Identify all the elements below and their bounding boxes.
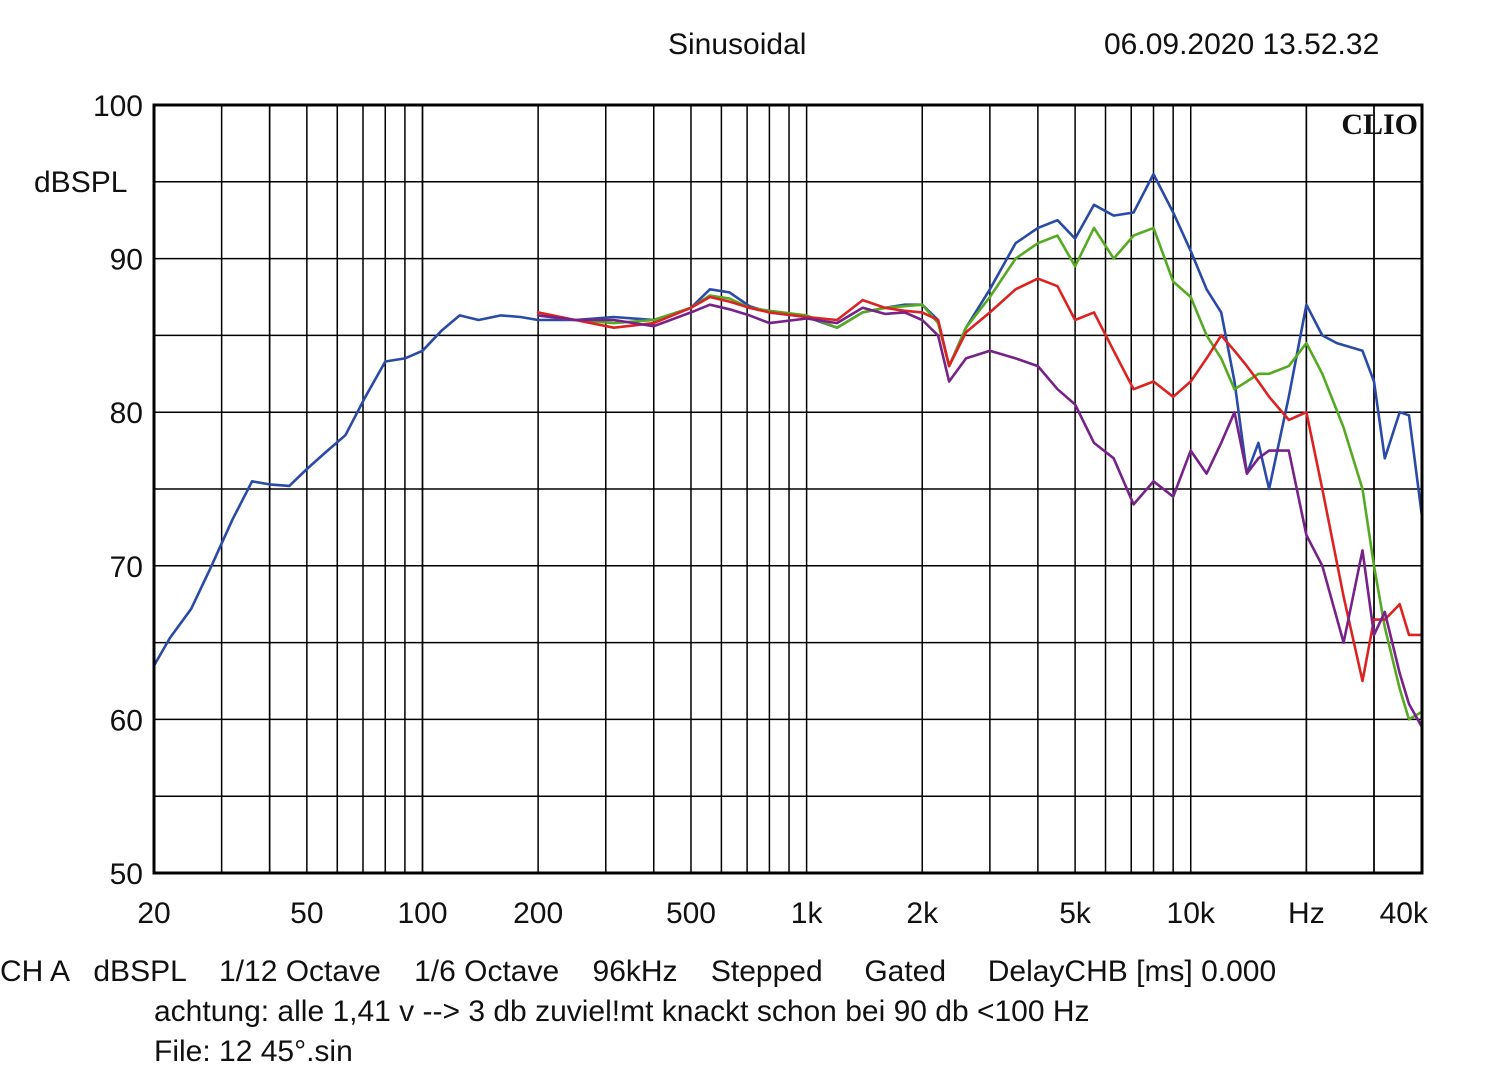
footer-file-line: File: 12 45°.sin bbox=[154, 1035, 353, 1068]
x-tick-label: 5k bbox=[1059, 897, 1092, 930]
x-tick-label: 500 bbox=[666, 897, 716, 930]
plot-frame bbox=[152, 103, 1424, 875]
y-tick-label: 90 bbox=[110, 244, 143, 277]
y-axis-ticks: 50 60 70 80 90 100 bbox=[93, 90, 143, 891]
series-line-3 bbox=[536, 277, 1424, 683]
measurement-timestamp: 06.09.2020 13.52.32 bbox=[1104, 28, 1380, 61]
x-tick-label: 2k bbox=[906, 897, 939, 930]
x-tick-label: Hz bbox=[1288, 897, 1325, 930]
y-tick-label: 70 bbox=[110, 551, 143, 584]
footer-settings-line: CH A dBSPL 1/12 Octave 1/6 Octave 96kHz … bbox=[0, 955, 1277, 988]
plot-grid bbox=[154, 105, 1422, 873]
x-tick-label: 40k bbox=[1380, 897, 1429, 930]
brand-logo: CLIO bbox=[1341, 108, 1418, 141]
y-tick-label: 50 bbox=[110, 858, 143, 891]
x-tick-label: 50 bbox=[290, 897, 323, 930]
series-line-4 bbox=[536, 303, 1424, 729]
y-tick-label: 80 bbox=[110, 397, 143, 430]
x-tick-label: 1k bbox=[791, 897, 824, 930]
y-axis-label: dBSPL bbox=[34, 166, 127, 199]
plot-series bbox=[152, 172, 1424, 729]
x-tick-label: 100 bbox=[397, 897, 447, 930]
footer-note-line: achtung: alle 1,41 v --> 3 db zuviel!mt … bbox=[154, 995, 1090, 1028]
y-tick-label: 100 bbox=[93, 90, 143, 123]
x-axis-ticks: 20 50 100 200 500 1k 2k 5k 10k Hz 40k bbox=[137, 897, 1429, 930]
x-tick-label: 200 bbox=[513, 897, 563, 930]
x-tick-label: 20 bbox=[137, 897, 170, 930]
measurement-mode-title: Sinusoidal bbox=[668, 28, 807, 61]
x-tick-label: 10k bbox=[1167, 897, 1216, 930]
y-tick-label: 60 bbox=[110, 704, 143, 737]
series-line-2 bbox=[536, 226, 1424, 721]
